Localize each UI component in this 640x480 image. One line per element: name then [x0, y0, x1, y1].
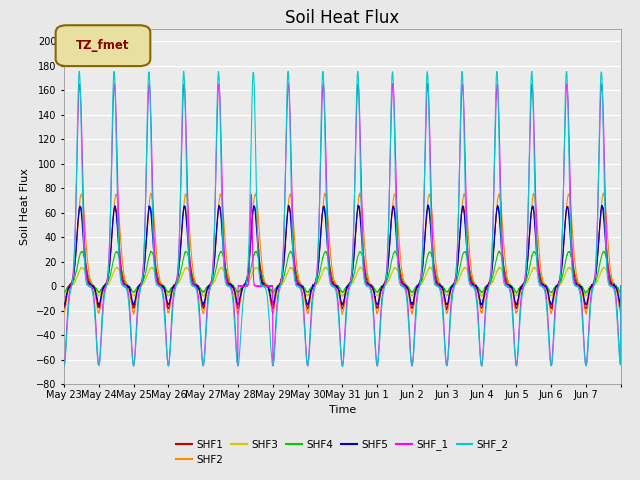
X-axis label: Time: Time — [329, 405, 356, 415]
SHF_1 — [285, 81, 292, 86]
Y-axis label: Soil Heat Flux: Soil Heat Flux — [20, 168, 30, 245]
Line: SHF2: SHF2 — [64, 193, 621, 314]
SHF1 — [60, 304, 68, 310]
SHF2 — [116, 222, 124, 228]
SHF_2 — [542, 296, 550, 302]
SHF4 — [513, 290, 520, 296]
SHF4 — [542, 283, 550, 288]
SHF4 — [609, 281, 617, 287]
SHF2 — [542, 284, 550, 289]
SHF5 — [542, 283, 550, 289]
SHF4 — [510, 287, 518, 293]
SHF1 — [116, 249, 124, 254]
Line: SHF1: SHF1 — [64, 206, 621, 310]
SHF4 — [376, 287, 383, 292]
SHF_1 — [60, 363, 68, 369]
SHF2 — [236, 302, 244, 308]
SHF_2 — [609, 286, 617, 291]
SHF4 — [617, 283, 625, 289]
SHF4 — [60, 289, 68, 295]
SHF2 — [609, 281, 617, 287]
Line: SHF4: SHF4 — [64, 251, 621, 293]
SHF3 — [542, 284, 550, 289]
SHF_1 — [617, 283, 625, 289]
SHF4 — [116, 257, 124, 263]
Text: TZ_fmet: TZ_fmet — [76, 39, 130, 52]
SHF1 — [443, 307, 451, 312]
Line: SHF3: SHF3 — [64, 267, 621, 296]
SHF5 — [116, 262, 124, 267]
SHF_2 — [116, 266, 124, 272]
SHF5 — [424, 202, 432, 208]
SHF2 — [511, 301, 518, 307]
SHF1 — [609, 282, 617, 288]
SHF3 — [426, 264, 434, 270]
SHF_2 — [339, 363, 346, 369]
SHF5 — [95, 302, 103, 308]
SHF2 — [356, 190, 364, 196]
SHF1 — [376, 292, 384, 298]
SHF3 — [116, 268, 124, 274]
SHF_1 — [376, 320, 384, 326]
SHF1 — [236, 298, 244, 303]
SHF2 — [60, 310, 68, 316]
Line: SHF5: SHF5 — [64, 205, 621, 305]
SHF1 — [285, 203, 292, 209]
SHF5 — [376, 291, 384, 297]
SHF_2 — [511, 345, 518, 351]
SHF1 — [542, 284, 550, 290]
SHF_1 — [511, 341, 518, 347]
SHF1 — [511, 298, 518, 304]
SHF3 — [234, 293, 242, 299]
SHF_1 — [542, 289, 550, 295]
SHF5 — [511, 295, 518, 301]
SHF2 — [376, 293, 384, 299]
Legend: SHF1, SHF2, SHF3, SHF4, SHF5, SHF_1, SHF_2: SHF1, SHF2, SHF3, SHF4, SHF5, SHF_1, SHF… — [172, 435, 513, 469]
Title: Soil Heat Flux: Soil Heat Flux — [285, 9, 399, 27]
SHF_2 — [236, 344, 244, 350]
SHF4 — [236, 288, 244, 294]
SHF2 — [339, 312, 346, 317]
SHF_1 — [609, 284, 617, 289]
SHF5 — [609, 282, 617, 288]
SHF_1 — [236, 283, 244, 288]
SHF1 — [617, 283, 625, 289]
SHF3 — [511, 289, 518, 295]
SHF3 — [609, 281, 617, 287]
Line: SHF_1: SHF_1 — [64, 84, 621, 366]
SHF4 — [391, 248, 399, 254]
SHF_2 — [180, 69, 188, 74]
SHF3 — [617, 283, 625, 289]
SHF_1 — [116, 247, 124, 252]
SHF_1 — [374, 363, 381, 369]
SHF5 — [617, 283, 625, 289]
FancyBboxPatch shape — [56, 25, 150, 66]
SHF3 — [60, 293, 68, 299]
SHF_2 — [376, 328, 384, 334]
SHF5 — [60, 301, 68, 307]
SHF3 — [376, 288, 384, 293]
SHF_2 — [60, 363, 68, 369]
Line: SHF_2: SHF_2 — [64, 72, 621, 366]
SHF_2 — [617, 283, 625, 289]
SHF5 — [236, 294, 244, 300]
SHF2 — [617, 283, 625, 289]
SHF3 — [236, 289, 244, 295]
